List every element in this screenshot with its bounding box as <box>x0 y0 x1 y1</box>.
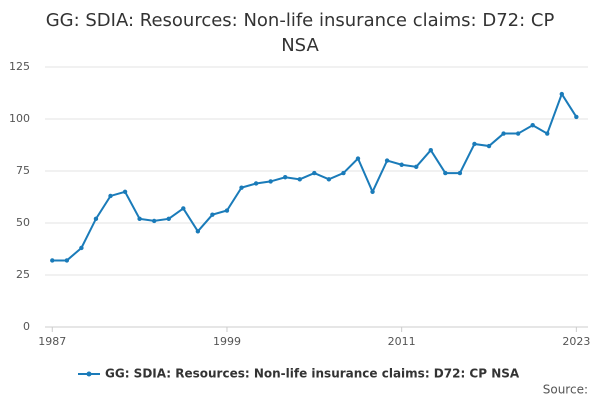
x-tick-label: 2023 <box>562 335 590 348</box>
data-point <box>457 170 463 176</box>
data-point <box>515 131 521 136</box>
data-point <box>472 141 477 147</box>
legend-marker <box>86 371 92 377</box>
x-tick-label: 1999 <box>213 335 241 348</box>
data-point <box>283 175 288 180</box>
data-point <box>326 177 332 182</box>
data-point <box>428 148 433 153</box>
data-point <box>122 189 128 194</box>
data-point <box>166 216 171 222</box>
data-point <box>181 206 186 211</box>
data-point <box>574 114 579 120</box>
data-point <box>341 170 346 176</box>
x-tick-label: 1987 <box>38 335 66 348</box>
y-tick-label: 100 <box>9 112 30 125</box>
y-tick-label: 125 <box>9 60 30 73</box>
data-point <box>151 218 157 224</box>
data-point <box>64 258 70 263</box>
data-point <box>239 185 244 190</box>
chart-title: GG: SDIA: Resources: Non-life insurance … <box>45 10 555 56</box>
data-point <box>224 208 230 213</box>
y-tick-label: 75 <box>16 164 30 177</box>
y-tick-label: 50 <box>16 216 30 229</box>
data-point <box>370 189 375 194</box>
data-point <box>79 245 84 251</box>
data-point <box>210 212 215 217</box>
data-point <box>530 123 535 128</box>
data-point <box>414 164 419 170</box>
data-point <box>355 156 361 161</box>
data-point <box>195 229 201 234</box>
legend-label: GG: SDIA: Resources: Non-life insurance … <box>105 367 520 381</box>
data-point <box>137 216 142 222</box>
data-point <box>312 170 317 176</box>
y-tick-label: 25 <box>16 268 30 281</box>
source: Source: <box>543 383 588 397</box>
data-point <box>50 258 55 263</box>
data-point <box>443 170 448 176</box>
data-point <box>399 162 404 167</box>
data-point <box>253 181 259 186</box>
data-point <box>297 177 302 182</box>
data-point <box>108 193 113 199</box>
data-point <box>501 131 506 136</box>
y-tick-label: 0 <box>23 320 30 333</box>
x-tick-label: 2011 <box>388 335 416 348</box>
data-point <box>486 143 492 149</box>
data-point <box>559 91 564 97</box>
data-point <box>268 179 273 184</box>
data-point <box>93 216 99 222</box>
data-point <box>384 158 390 163</box>
data-point <box>545 131 550 136</box>
